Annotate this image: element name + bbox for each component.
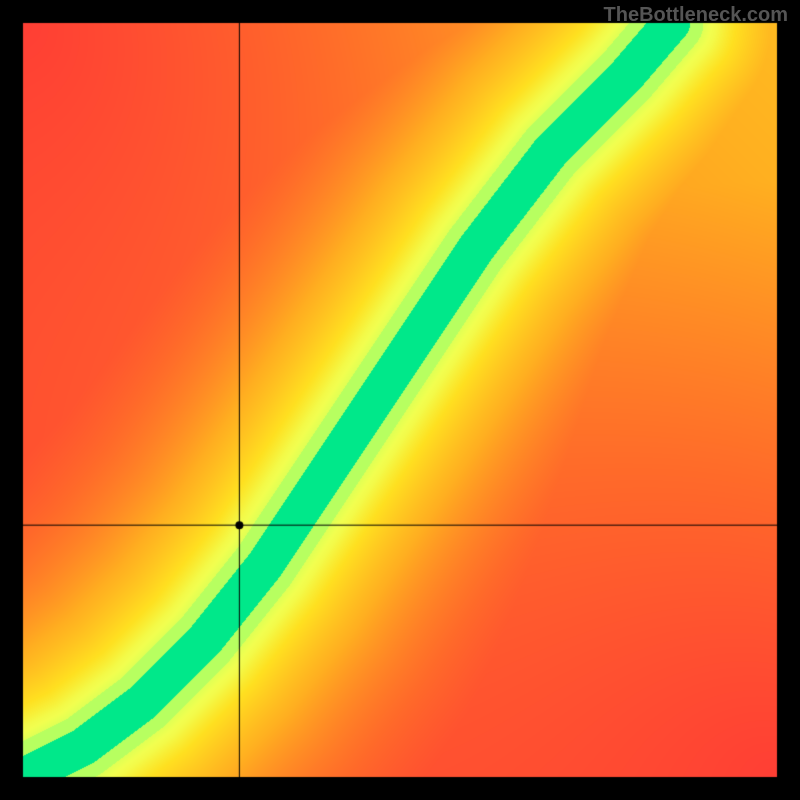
attribution-label: TheBottleneck.com [604,4,788,27]
chart-container: TheBottleneck.com [0,0,800,800]
heatmap-canvas [0,0,800,800]
